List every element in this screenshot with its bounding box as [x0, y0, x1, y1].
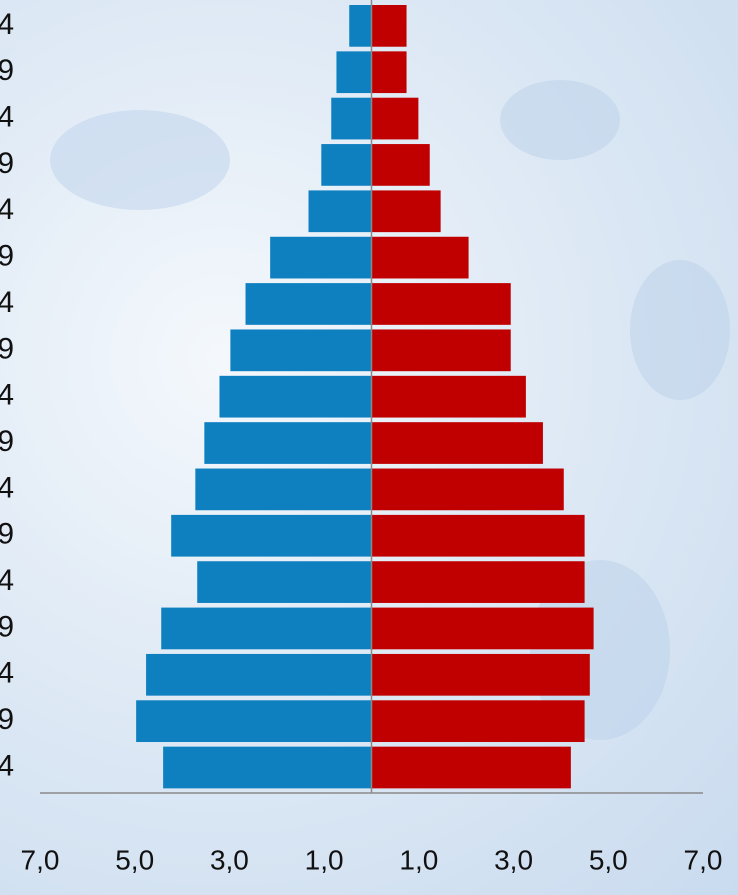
- x-tick-label: 5,0: [589, 844, 628, 875]
- bar: [321, 144, 371, 186]
- y-tick-label: 4: [0, 8, 14, 41]
- bar: [372, 51, 407, 93]
- bar: [246, 283, 372, 325]
- bar: [372, 700, 585, 742]
- bar: [336, 51, 371, 93]
- y-tick-label: 9: [0, 610, 14, 643]
- bar: [372, 608, 594, 650]
- x-tick-label: 1,0: [399, 844, 438, 875]
- page: 4 9 4 9 4 9 4 9 4 9 4 9 4 9 4 9 4 7,0 5,0 3,0 1,0 1,0 3,0 5,0 7,…: [0, 0, 738, 895]
- y-tick-label: 4: [0, 471, 14, 504]
- bar: [204, 422, 371, 464]
- bar: [372, 561, 585, 603]
- bar: [163, 747, 371, 789]
- y-tick-label: 9: [0, 425, 14, 458]
- y-tick-label: 9: [0, 240, 14, 273]
- chart: 4 9 4 9 4 9 4 9 4 9 4 9 4 9 4 9 4 7,0 5,0 3,0 1,0 1,0 3,0 5,0 7,…: [0, 0, 738, 895]
- bar: [372, 190, 441, 232]
- x-tick-label: 7,0: [684, 844, 723, 875]
- y-tick-label: 4: [0, 193, 14, 226]
- y-tick-label: 4: [0, 749, 14, 782]
- bar: [372, 283, 511, 325]
- y-tick-label: 9: [0, 703, 14, 736]
- bar: [372, 5, 407, 47]
- y-tick-label: 9: [0, 518, 14, 551]
- bar: [372, 329, 511, 371]
- bar: [331, 98, 371, 140]
- bar: [372, 654, 590, 696]
- bar: [372, 515, 585, 557]
- bar: [309, 190, 372, 232]
- bar: [372, 98, 419, 140]
- y-tick-label: 9: [0, 332, 14, 365]
- bar: [195, 469, 371, 511]
- x-tick-label: 5,0: [115, 844, 154, 875]
- bar: [372, 747, 571, 789]
- bar: [219, 376, 371, 418]
- x-tick-label: 3,0: [210, 844, 249, 875]
- x-tick-label: 1,0: [305, 844, 344, 875]
- bar: [372, 237, 469, 279]
- bar: [197, 561, 371, 603]
- bar: [230, 329, 371, 371]
- y-tick-label: 9: [0, 147, 14, 180]
- bar: [146, 654, 371, 696]
- bar: [171, 515, 371, 557]
- bar: [161, 608, 371, 650]
- bar: [270, 237, 371, 279]
- y-tick-label: 4: [0, 564, 14, 597]
- y-tick-label: 9: [0, 54, 14, 87]
- y-tick-label: 4: [0, 379, 14, 412]
- x-tick-label: 3,0: [494, 844, 533, 875]
- bar: [136, 700, 371, 742]
- bar: [372, 469, 564, 511]
- y-tick-label: 4: [0, 657, 14, 690]
- bar: [372, 376, 526, 418]
- bar: [349, 5, 371, 47]
- y-tick-label: 4: [0, 286, 14, 319]
- x-tick-label: 7,0: [21, 844, 60, 875]
- bar: [372, 144, 430, 186]
- bar: [372, 422, 543, 464]
- y-tick-label: 4: [0, 100, 14, 133]
